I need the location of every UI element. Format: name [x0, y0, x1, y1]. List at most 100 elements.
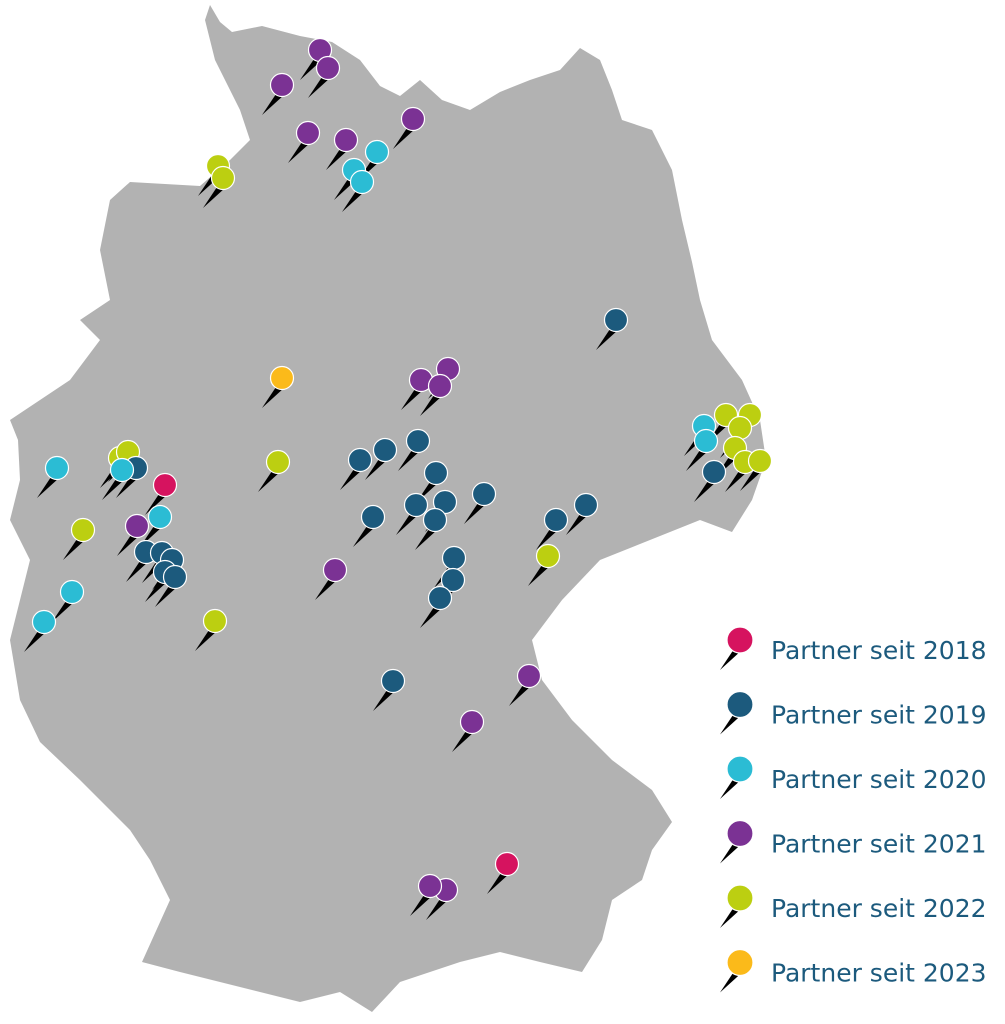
- pin: [487, 851, 520, 894]
- pin-needle: [52, 598, 74, 622]
- pin-head: [59, 579, 85, 605]
- pin-head: [726, 884, 754, 912]
- pin: [509, 663, 542, 706]
- pin-needle: [300, 56, 322, 80]
- pin: [117, 513, 150, 556]
- pin-needle: [315, 576, 337, 600]
- pin-head: [422, 507, 448, 533]
- pin-head: [124, 513, 150, 539]
- pin-needle: [426, 896, 448, 920]
- pin-needle: [262, 384, 284, 408]
- pin: [536, 507, 569, 550]
- pin-needle: [326, 146, 348, 170]
- pin: [24, 609, 57, 652]
- pin-head: [269, 72, 295, 98]
- legend-label: Partner seit 2021: [771, 830, 987, 859]
- pin-head: [535, 543, 561, 569]
- pin-head: [210, 165, 236, 191]
- pin-needle: [145, 578, 167, 602]
- pin-needle: [464, 500, 486, 524]
- pin-needle: [393, 125, 415, 149]
- pin-needle: [410, 892, 432, 916]
- pin-head: [31, 609, 57, 635]
- pin: [596, 307, 629, 350]
- pin: [566, 492, 599, 535]
- pin-needle: [353, 523, 375, 547]
- pin-needle: [288, 139, 310, 163]
- pin-head: [347, 447, 373, 473]
- pin-head: [360, 504, 386, 530]
- pin-head: [441, 545, 467, 571]
- pin-head: [727, 415, 753, 441]
- pin: [155, 564, 188, 607]
- pin-needle: [420, 392, 442, 416]
- pin-needle: [487, 870, 509, 894]
- pin: [528, 543, 561, 586]
- pin-needle: [342, 188, 364, 212]
- pin-head: [573, 492, 599, 518]
- pin-head: [70, 517, 96, 543]
- pin-head: [440, 567, 466, 593]
- pin-head: [726, 690, 754, 719]
- pin-head: [349, 169, 375, 195]
- pin: [720, 690, 754, 735]
- pin-needle: [63, 536, 85, 560]
- pin-needle: [145, 491, 167, 515]
- pin: [720, 948, 754, 993]
- pin: [342, 169, 375, 212]
- pin: [102, 457, 135, 500]
- pin: [393, 106, 426, 149]
- pin: [398, 428, 431, 471]
- pin-needle: [37, 474, 59, 498]
- pin-head: [701, 459, 727, 485]
- pin: [262, 365, 295, 408]
- pin-head: [459, 709, 485, 735]
- pin: [694, 459, 727, 502]
- pin-head: [726, 948, 754, 977]
- pin: [353, 504, 386, 547]
- pin: [396, 492, 429, 535]
- pin-head: [400, 106, 426, 132]
- pin: [410, 873, 443, 916]
- pin-head: [265, 449, 291, 475]
- pin-head: [726, 755, 754, 783]
- pin: [258, 449, 291, 492]
- pin-head: [109, 457, 135, 483]
- legend-label: Partner seit 2019: [771, 701, 987, 730]
- pin-head: [543, 507, 569, 533]
- pin-needle: [415, 526, 437, 550]
- pin-head: [315, 55, 341, 81]
- pin: [315, 557, 348, 600]
- pin-head: [44, 455, 70, 481]
- pin: [720, 626, 754, 670]
- pin-head: [747, 448, 773, 474]
- pin-needle: [116, 474, 138, 498]
- pin-head: [364, 139, 390, 165]
- pin: [420, 585, 453, 628]
- pin-needle: [740, 467, 762, 491]
- pin-head: [403, 492, 429, 518]
- pin-head: [202, 608, 228, 634]
- pin-head: [494, 851, 520, 877]
- pin: [720, 755, 754, 799]
- pin-head: [726, 819, 754, 848]
- pin: [203, 165, 236, 208]
- pin: [720, 819, 754, 864]
- pin-head: [405, 428, 431, 454]
- pin-needle: [126, 558, 148, 582]
- pin-head: [516, 663, 542, 689]
- pin-head: [295, 120, 321, 146]
- pin-needle: [536, 526, 558, 550]
- pin-needle: [398, 447, 420, 471]
- pin: [288, 120, 321, 163]
- pin: [740, 448, 773, 491]
- pin-head: [322, 557, 348, 583]
- pin-head: [372, 437, 398, 463]
- pin: [340, 447, 373, 490]
- pin: [420, 373, 453, 416]
- germany-shape: [10, 5, 766, 1012]
- pin-needle: [566, 511, 588, 535]
- pin-needle: [396, 511, 418, 535]
- pin: [63, 517, 96, 560]
- pin-needle: [694, 478, 716, 502]
